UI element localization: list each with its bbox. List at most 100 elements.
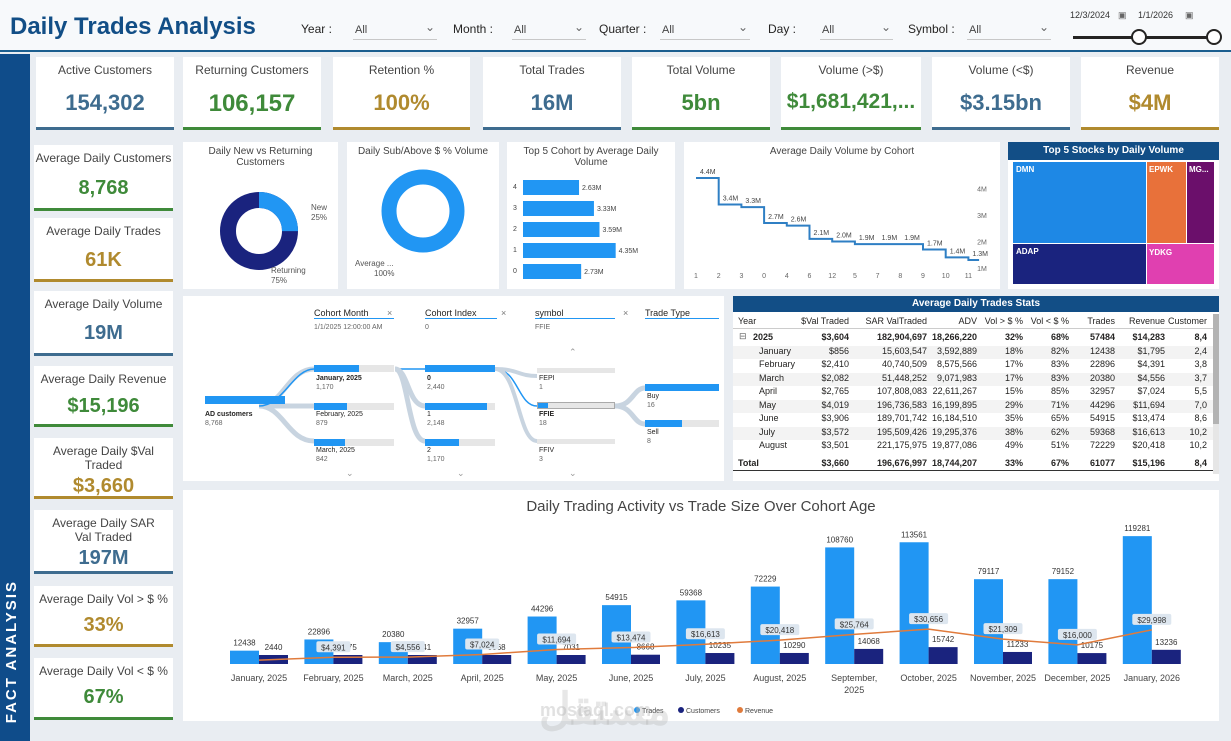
decomp-node-label[interactable]: Sell (647, 429, 659, 436)
table-scrollbar[interactable] (1213, 314, 1219, 474)
cohort-bar[interactable] (523, 243, 616, 258)
customers-bar[interactable] (631, 654, 660, 664)
decomp-node-bar-bg (425, 439, 495, 446)
legend-marker[interactable] (737, 707, 743, 713)
filter-day-select[interactable]: All ⌄ (820, 20, 893, 40)
filter-symbol-select[interactable]: All ⌄ (967, 20, 1051, 40)
decomp-node-label[interactable]: FFIV (539, 447, 555, 454)
calendar-icon[interactable]: ▣ (1185, 10, 1194, 20)
revenue-label-bg[interactable] (983, 623, 1023, 635)
chevron-up-icon[interactable]: ⌃ (569, 347, 577, 357)
decomp-root-bar[interactable] (205, 396, 285, 404)
table-header-row[interactable]: Year $Val Traded SAR ValTraded ADV Vol > $ %… (733, 316, 1213, 329)
cohort-bar[interactable] (523, 222, 600, 237)
table-row[interactable]: May $4,019 196,736,583 16,199,895 29% 71% 4429… (733, 399, 1213, 413)
expand-collapse-icon[interactable]: ⊟ (739, 331, 747, 341)
close-icon[interactable]: × (623, 308, 629, 318)
table-row[interactable]: March $2,082 51,448,252 9,071,983 17% 83% 2038… (733, 372, 1213, 386)
close-icon[interactable]: × (387, 308, 393, 318)
trades-bar[interactable] (825, 547, 855, 664)
cohort-bar[interactable] (523, 264, 582, 279)
revenue-label-bg[interactable] (685, 628, 725, 640)
table-row[interactable]: January $856 15,603,547 3,592,889 18% 82% 1243… (733, 345, 1213, 359)
side-kpi-vol-above: Average Daily Vol > $ % 33% (34, 586, 173, 647)
revenue-label-bg[interactable] (611, 631, 651, 643)
trades-bar[interactable] (1048, 579, 1078, 664)
customers-bar[interactable] (1003, 651, 1032, 664)
trades-bar[interactable] (230, 650, 259, 664)
table-row[interactable]: 2025 $3,604 182,904,697 18,266,220 32% 68% 574… (733, 332, 1213, 345)
revenue-label-bg[interactable] (537, 633, 577, 645)
revenue-label-bg[interactable] (760, 624, 800, 636)
chevron-down-icon[interactable]: ⌄ (457, 468, 465, 478)
calendar-icon[interactable]: ▣ (1118, 10, 1127, 20)
donut-volume-pct: 100% (374, 269, 395, 278)
revenue-label-bg[interactable] (834, 618, 874, 630)
table-total-row[interactable]: Total $3,660 196,676,997 18,744,207 33% 67% 61… (733, 458, 1213, 471)
donut-volume-slice[interactable] (381, 169, 465, 253)
decomp-node-label[interactable]: FFIE (539, 411, 555, 418)
decomp-node-label[interactable]: 2 (427, 447, 431, 454)
table-cell: 82% (1050, 345, 1069, 356)
chevron-down-icon[interactable]: ⌄ (569, 468, 577, 478)
customers-bar[interactable] (1151, 649, 1181, 664)
close-icon[interactable]: × (501, 308, 507, 318)
slider-end-handle[interactable] (1206, 29, 1222, 45)
table-row[interactable]: August $3,501 221,175,975 19,877,086 49% 51% 7… (733, 440, 1213, 453)
decomp-node-label[interactable]: FEPI (539, 375, 555, 382)
date-start[interactable]: 12/3/2024 (1070, 10, 1111, 20)
decomp-node-label[interactable]: March, 2025 (316, 447, 355, 454)
customers-bar[interactable] (1077, 653, 1107, 664)
cohort-bar[interactable] (523, 180, 580, 195)
filter-year-select[interactable]: All ⌄ (353, 20, 437, 40)
legend-marker[interactable] (634, 707, 640, 713)
table-row[interactable]: June $3,906 189,701,742 16,184,510 35% 65% 549… (733, 413, 1213, 426)
decomp-col-cohort-month[interactable]: Cohort Month (314, 308, 394, 319)
customers-bar[interactable] (407, 655, 437, 664)
table-cell: 195,509,426 (876, 426, 927, 437)
decomp-node-label[interactable]: 0 (427, 375, 431, 382)
treemap-tile-mg[interactable]: MG... (1187, 162, 1214, 243)
decomp-node-label[interactable]: 1 (427, 411, 431, 418)
customers-bar[interactable] (333, 655, 363, 664)
table-row[interactable]: July $3,572 195,509,426 19,295,376 38% 62% 593… (733, 426, 1213, 440)
decomp-col-cohort-index[interactable]: Cohort Index (425, 308, 497, 319)
revenue-label-bg[interactable] (316, 641, 351, 653)
revenue-label-bg[interactable] (1132, 613, 1172, 625)
treemap-tile-dmn[interactable]: DMN (1013, 162, 1146, 243)
trades-bar[interactable] (899, 542, 929, 664)
treemap-tile-adap[interactable]: ADAP (1013, 244, 1146, 284)
decomp-node-label[interactable]: February, 2025 (316, 411, 363, 418)
decomp-col-symbol[interactable]: symbol (535, 308, 615, 319)
donut-new-slice[interactable] (220, 192, 298, 270)
trades-bar[interactable] (974, 579, 1003, 664)
legend-marker[interactable] (678, 707, 684, 713)
decomp-node-label[interactable]: January, 2025 (316, 375, 362, 382)
decomp-node-label[interactable]: Buy (647, 393, 660, 400)
treemap-tile-epwk[interactable]: EPWK (1147, 162, 1186, 243)
revenue-label-bg[interactable] (465, 638, 500, 650)
chevron-down-icon[interactable]: ⌄ (346, 468, 354, 478)
filter-month-select[interactable]: All ⌄ (512, 20, 586, 40)
revenue-label-bg[interactable] (390, 641, 425, 653)
revenue-label-bg[interactable] (1057, 628, 1097, 640)
customers-bar[interactable] (854, 648, 884, 664)
trades-bar[interactable] (1122, 536, 1152, 664)
customers-bar[interactable] (779, 652, 809, 664)
table-row[interactable]: April $2,765 107,808,083 22,611,267 15% 85% 32… (733, 386, 1213, 399)
table-row[interactable]: February $2,410 40,740,509 8,575,566 17% 83% 2… (733, 359, 1213, 372)
cohort-bar[interactable] (523, 201, 594, 216)
customers-bar[interactable] (556, 655, 586, 664)
revenue-label-bg[interactable] (909, 613, 949, 625)
trades-data-label: 119281 (1124, 524, 1151, 533)
customers-bar[interactable] (482, 655, 512, 664)
date-end[interactable]: 1/1/2026 (1138, 10, 1174, 20)
customers-bar[interactable] (928, 647, 958, 664)
filter-quarter-select[interactable]: All ⌄ (660, 20, 750, 40)
table-cell: $1,795 (1137, 345, 1165, 356)
decomp-node-value: 18 (539, 420, 547, 427)
treemap-tile-ydkg[interactable]: YDKG (1147, 244, 1214, 284)
slider-start-handle[interactable] (1131, 29, 1147, 45)
decomp-col-trade-type[interactable]: Trade Type (645, 308, 719, 319)
customers-bar[interactable] (705, 653, 735, 664)
